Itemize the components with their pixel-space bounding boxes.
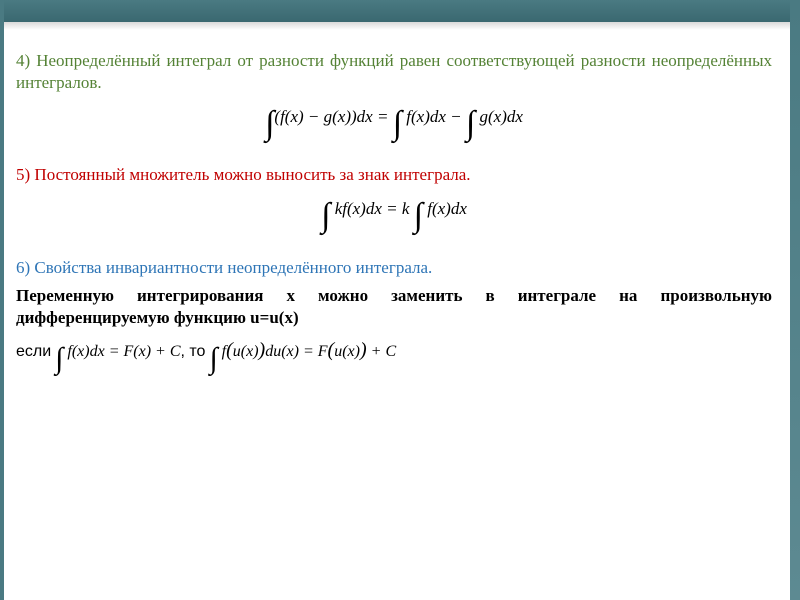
prop4-num: 4) [16,51,30,70]
then-label: , то [181,343,206,360]
slide-content: 4) Неопределённый интеграл от разности ф… [0,22,800,378]
prop5-body: Постоянный множитель можно выносить за з… [34,165,470,184]
prop6-title: Свойства инвариантности неопределённого … [34,258,432,277]
prop6-title-line: 6) Свойства инвариантности неопределённо… [16,257,772,279]
prop5-num: 5) [16,165,30,184]
slide-right-bar [790,0,800,600]
prop4-body: Неопределённый интеграл от разности функ… [16,51,772,92]
prop5-text: 5) Постоянный множитель можно выносить з… [16,164,772,186]
slide-top-bar [0,0,800,22]
prop4-equation: ∫(f(x) − g(x))dx = ∫ f(x)dx − ∫ g(x)dx [16,102,772,146]
prop4-text: 4) Неопределённый интеграл от разности ф… [16,50,772,94]
prop5-equation: ∫ kf(x)dx = k ∫ f(x)dx [16,194,772,238]
if-label: если [16,343,51,360]
slide-left-bar [0,0,4,600]
prop6-num: 6) [16,258,30,277]
prop6-body: Переменную интегрирования x можно замени… [16,285,772,329]
prop6-equation: если ∫ f(x)dx = F(x) + C, то ∫ f(u(x))du… [16,337,772,378]
